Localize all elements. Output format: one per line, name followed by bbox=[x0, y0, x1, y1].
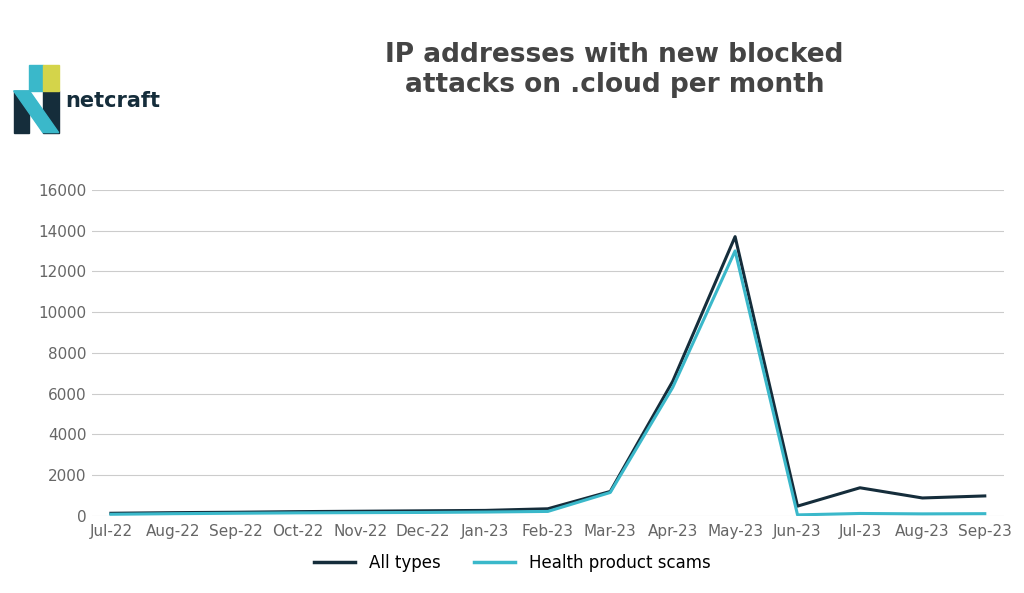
Polygon shape bbox=[43, 91, 58, 133]
Legend: All types, Health product scams: All types, Health product scams bbox=[307, 547, 717, 579]
Health product scams bbox=[229, 510, 242, 517]
All types bbox=[542, 505, 554, 512]
Health product scams bbox=[729, 247, 741, 254]
Health product scams bbox=[542, 508, 554, 515]
All types bbox=[667, 378, 679, 385]
Health product scams bbox=[417, 509, 429, 516]
Health product scams bbox=[104, 511, 117, 518]
All types bbox=[979, 492, 991, 499]
All types bbox=[916, 495, 929, 502]
All types bbox=[854, 484, 866, 492]
Health product scams bbox=[916, 511, 929, 518]
All types bbox=[229, 509, 242, 516]
All types bbox=[292, 508, 304, 515]
Polygon shape bbox=[30, 65, 43, 91]
Polygon shape bbox=[13, 91, 58, 133]
Health product scams bbox=[292, 509, 304, 517]
Health product scams bbox=[979, 510, 991, 517]
Polygon shape bbox=[13, 91, 30, 133]
Line: Health product scams: Health product scams bbox=[111, 251, 985, 515]
Health product scams bbox=[167, 510, 179, 517]
All types bbox=[167, 509, 179, 516]
Health product scams bbox=[854, 510, 866, 517]
Health product scams bbox=[354, 509, 367, 516]
Polygon shape bbox=[43, 65, 58, 91]
Text: netcraft: netcraft bbox=[66, 91, 161, 111]
Health product scams bbox=[792, 511, 804, 518]
Health product scams bbox=[667, 384, 679, 391]
Text: IP addresses with new blocked
attacks on .cloud per month: IP addresses with new blocked attacks on… bbox=[385, 42, 844, 97]
All types bbox=[604, 488, 616, 495]
Health product scams bbox=[479, 508, 492, 515]
Line: All types: All types bbox=[111, 237, 985, 514]
All types bbox=[354, 508, 367, 515]
Health product scams bbox=[604, 489, 616, 496]
All types bbox=[792, 503, 804, 510]
All types bbox=[104, 510, 117, 517]
All types bbox=[479, 507, 492, 514]
All types bbox=[729, 233, 741, 240]
All types bbox=[417, 507, 429, 514]
